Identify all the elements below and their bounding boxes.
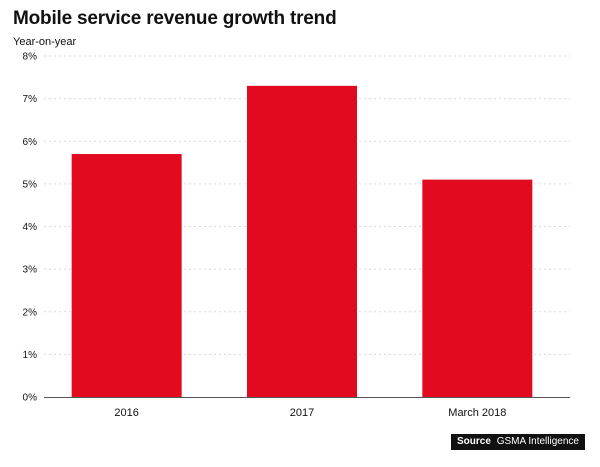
x-axis-labels: 2016 2017 March 2018: [114, 407, 506, 419]
source-label: Source: [457, 436, 491, 447]
y-tick-label: 4%: [23, 222, 38, 233]
source-text: GSMA Intelligence: [496, 436, 579, 447]
y-axis-ticks: 0% 1% 2% 3% 4% 5% 6% 7% 8%: [23, 52, 38, 404]
bars: [71, 85, 533, 398]
y-tick-label: 7%: [23, 94, 38, 105]
y-tick-label: 6%: [23, 137, 38, 148]
y-tick-label: 8%: [23, 52, 38, 63]
bar: [247, 85, 357, 398]
y-tick-label: 5%: [23, 179, 38, 190]
x-tick-label: 2017: [290, 407, 314, 419]
x-tick-label: 2016: [114, 407, 138, 419]
chart-title: Mobile service revenue growth trend: [13, 8, 337, 29]
y-tick-label: 1%: [23, 350, 38, 361]
source-badge: Source GSMA Intelligence: [451, 434, 585, 450]
y-tick-label: 2%: [23, 307, 38, 318]
bar: [422, 179, 533, 397]
y-tick-label: 3%: [23, 265, 38, 276]
x-tick-label: March 2018: [448, 407, 506, 419]
bar: [71, 154, 182, 397]
chart-subtitle: Year-on-year: [13, 36, 77, 48]
y-tick-label: 0%: [23, 393, 38, 404]
